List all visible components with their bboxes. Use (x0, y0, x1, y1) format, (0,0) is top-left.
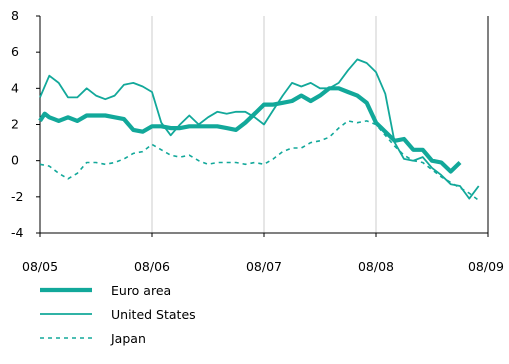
series-line-euro-area (38, 86, 462, 174)
x-tick-label: 08/06 (134, 259, 170, 274)
x-tick-label: 08/07 (246, 259, 282, 274)
y-tick-label: 2 (11, 117, 19, 132)
x-tick-label: 08/08 (358, 259, 394, 274)
y-tick-label: 8 (11, 8, 19, 23)
tick-labels: -4 -2 0 2 4 6 8 08/05 08/06 08/07 08/08 08/09 (11, 8, 504, 274)
y-tick-label: 6 (11, 44, 19, 59)
y-tick-label: -4 (11, 225, 24, 240)
legend: Euro area United States Japan (40, 283, 196, 346)
legend-label-japan: Japan (110, 331, 146, 346)
legend-label-euro-area: Euro area (111, 283, 171, 298)
y-tick-label: -2 (11, 189, 23, 204)
x-tick-label: 08/09 (468, 259, 504, 274)
x-tick-label: 08/05 (22, 259, 58, 274)
legend-label-united-states: United States (111, 307, 196, 322)
y-tick-label: 0 (11, 153, 19, 168)
series-layer (38, 58, 480, 202)
series-line-united-states (39, 58, 480, 200)
axis-layer (36, 15, 489, 237)
series-line-japan (39, 120, 480, 202)
y-tick-label: 4 (11, 80, 19, 95)
